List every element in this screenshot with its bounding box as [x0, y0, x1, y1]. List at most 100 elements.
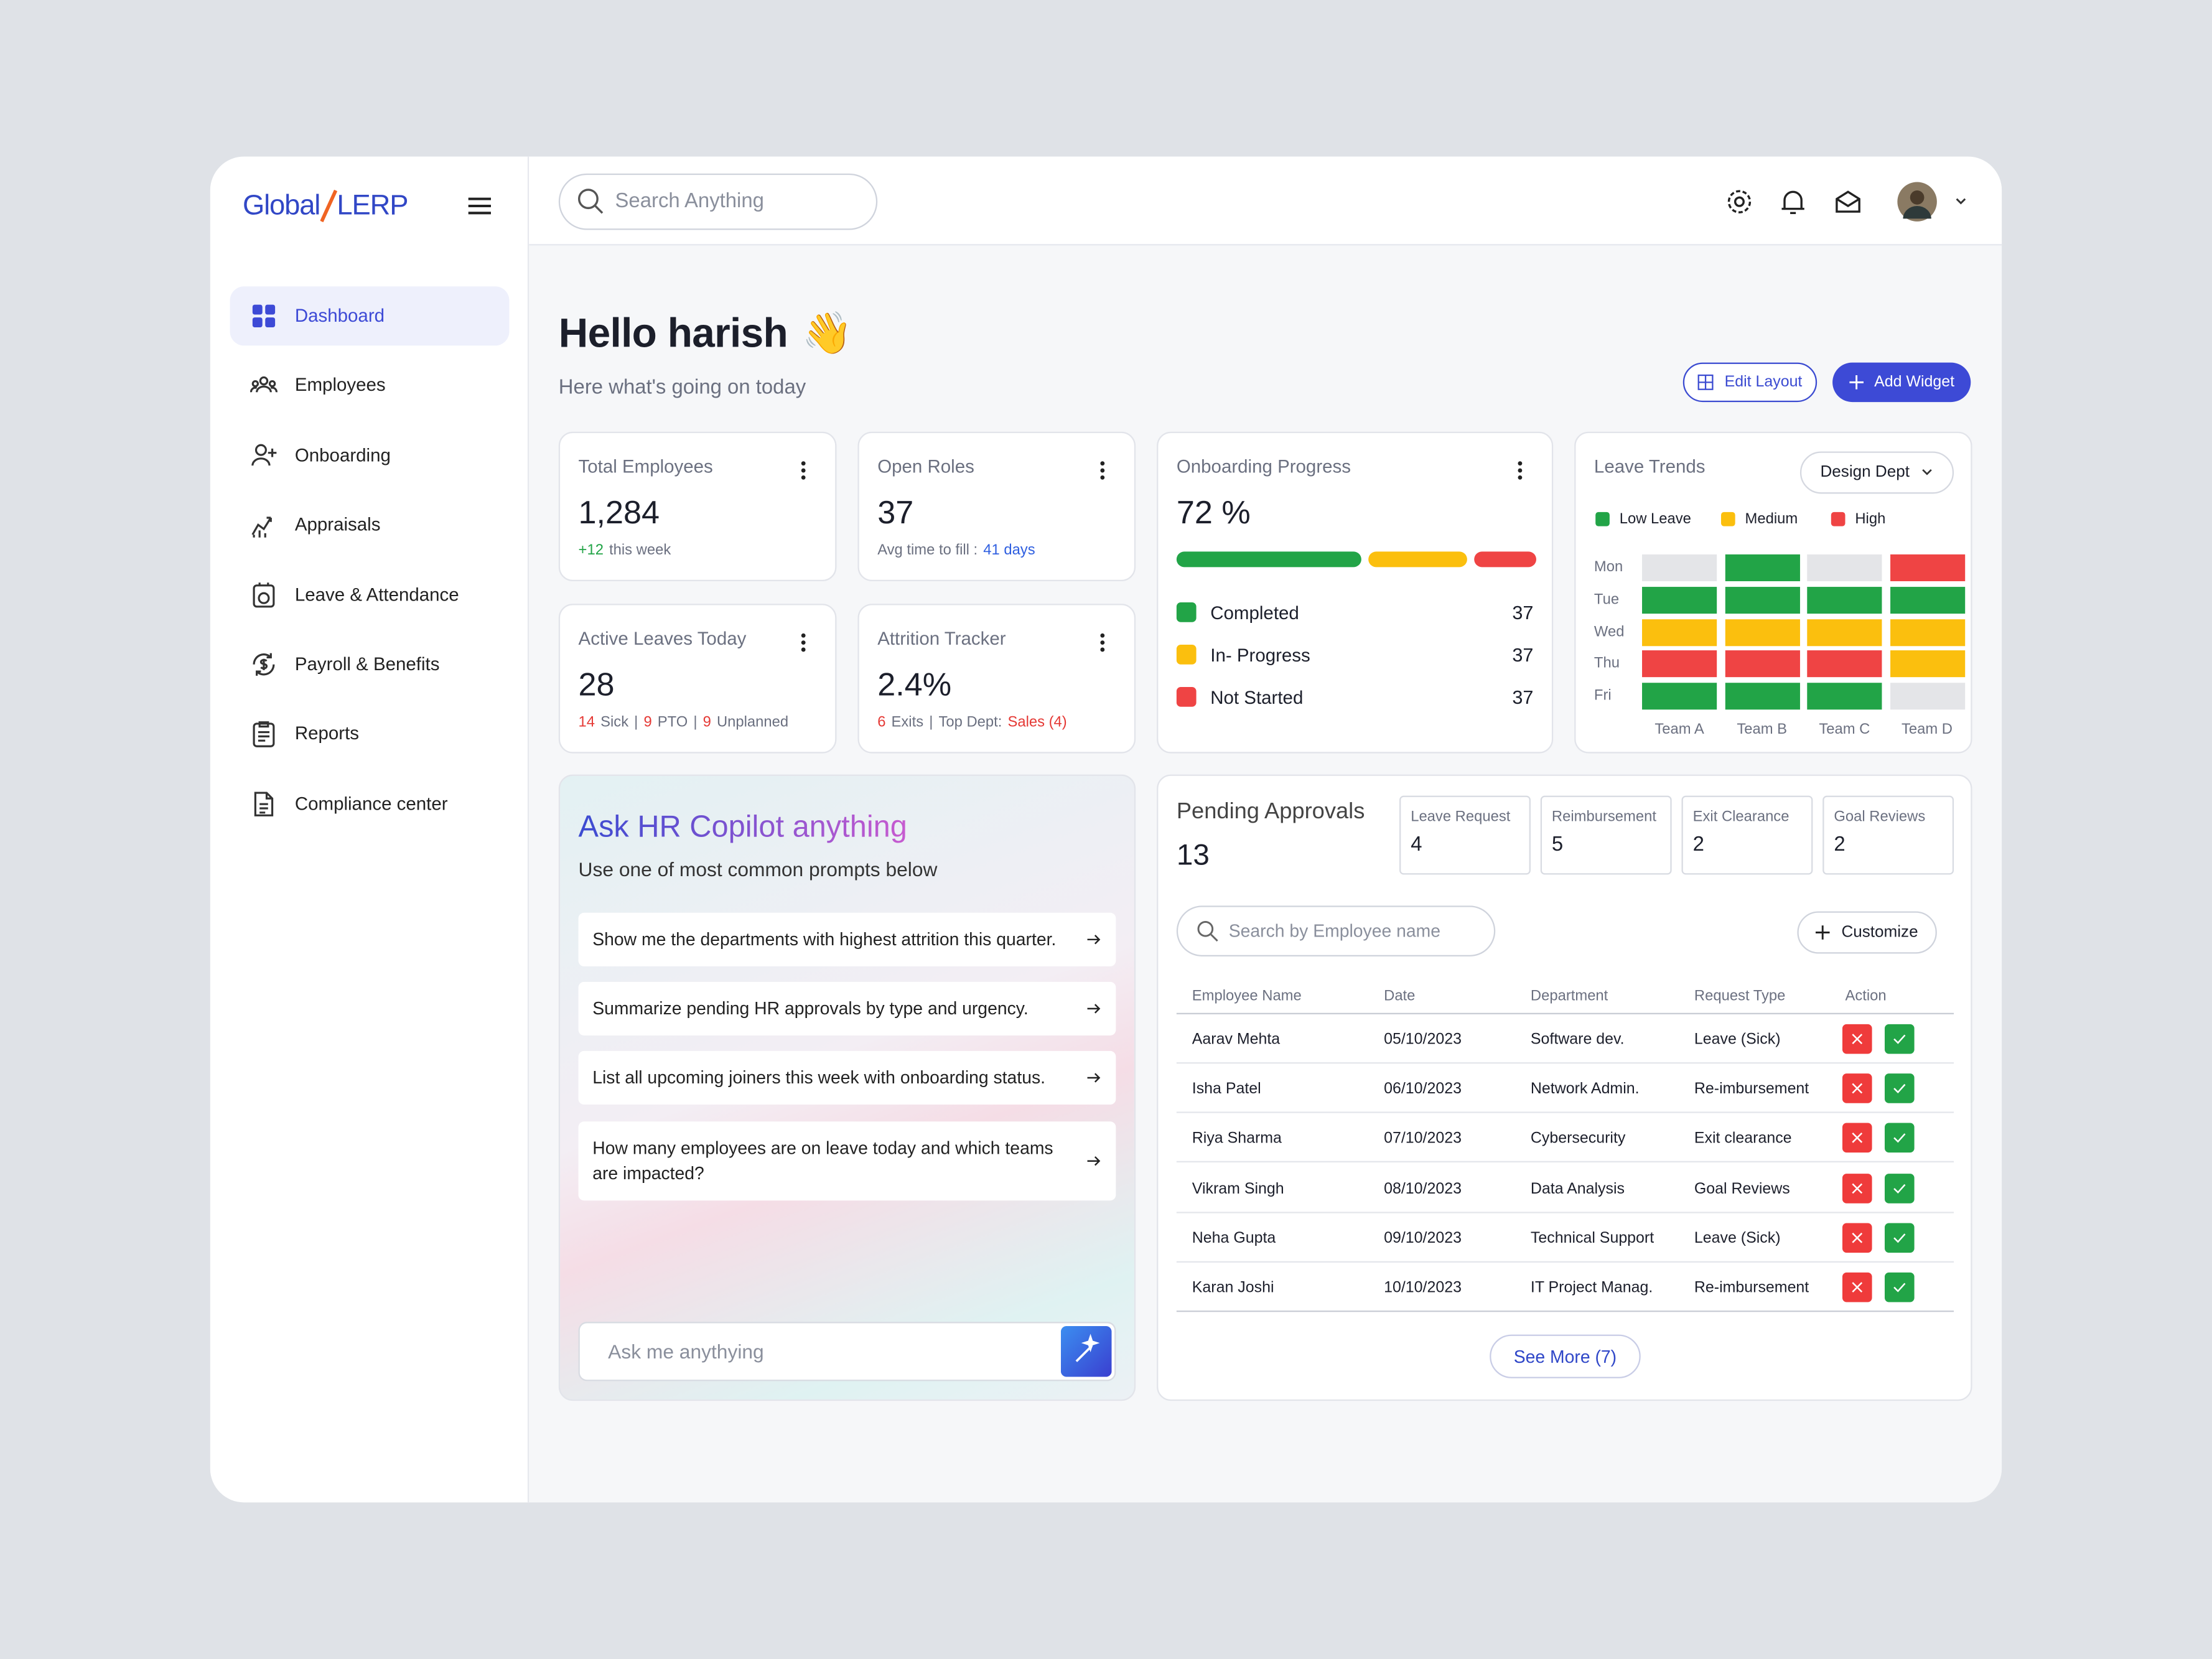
- x-icon: [1852, 1133, 1863, 1144]
- stat-note: 14 Sick | 9 PTO | 9 Unplanned: [579, 714, 789, 731]
- stat-title: Attrition Tracker: [877, 627, 1006, 649]
- search-box[interactable]: Search Anything: [558, 173, 878, 230]
- note-part: 9: [702, 714, 711, 731]
- x-icon: [1852, 1083, 1863, 1094]
- legend-count: 37: [1512, 645, 1534, 666]
- approve-button[interactable]: [1884, 1073, 1915, 1104]
- reject-button[interactable]: [1842, 1123, 1872, 1154]
- column-header: Department: [1530, 987, 1608, 1005]
- logo[interactable]: Global LERP: [242, 188, 409, 225]
- edit-layout-button[interactable]: Edit Layout: [1682, 362, 1818, 403]
- day-label: Thu: [1594, 655, 1620, 672]
- approve-button[interactable]: [1884, 1173, 1915, 1203]
- count-label: Goal Reviews: [1834, 808, 1926, 826]
- prompt-card[interactable]: Summarize pending HR approvals by type a…: [578, 981, 1116, 1035]
- row-divider: [1176, 1311, 1954, 1312]
- menu-button[interactable]: [467, 196, 492, 216]
- prompt-card[interactable]: How many employees are on leave today an…: [578, 1121, 1116, 1201]
- chevron: [1921, 469, 1931, 475]
- reject-button[interactable]: [1842, 1024, 1872, 1054]
- nav-item[interactable]: Onboarding: [230, 426, 510, 485]
- heat-cell: [1889, 650, 1965, 678]
- nav-item[interactable]: Payroll & Benefits: [230, 635, 510, 694]
- cell: Technical Support: [1530, 1230, 1654, 1247]
- approve-button[interactable]: [1884, 1223, 1915, 1253]
- nav-item[interactable]: Employees: [230, 356, 510, 415]
- nav-icon: [254, 792, 274, 816]
- count-box: Exit Clearance 2: [1681, 795, 1813, 875]
- approve-button[interactable]: [1884, 1123, 1915, 1154]
- avatar[interactable]: [1896, 180, 1938, 223]
- more-button[interactable]: [1100, 459, 1106, 483]
- column-header: Request Type: [1694, 987, 1786, 1005]
- day-label: Tue: [1594, 591, 1620, 608]
- grid-icon: [1698, 374, 1714, 390]
- day-label: Fri: [1594, 687, 1612, 704]
- see-more-button[interactable]: See More (7): [1490, 1334, 1641, 1378]
- stat-title: Active Leaves Today: [578, 627, 747, 649]
- day-label: Mon: [1594, 558, 1623, 576]
- approve-button[interactable]: [1884, 1272, 1915, 1302]
- dept-filter[interactable]: Design Dept: [1799, 451, 1954, 494]
- cell: IT Project Manag.: [1530, 1279, 1653, 1297]
- more-button[interactable]: [801, 630, 807, 655]
- leave-trends-card: Leave Trends Design Dept Low Leave Medium…: [1574, 431, 1972, 754]
- add-widget-label: Add Widget: [1874, 373, 1955, 391]
- team-label: Team B: [1737, 721, 1788, 738]
- stat-value: 1,284: [578, 493, 660, 531]
- nav-item[interactable]: Reports: [230, 704, 510, 764]
- reject-button[interactable]: [1842, 1073, 1872, 1104]
- prompt-card[interactable]: Show me the departments with highest att…: [578, 912, 1116, 966]
- cell: Cybersecurity: [1530, 1130, 1626, 1147]
- reject-button[interactable]: [1842, 1272, 1872, 1302]
- nav-item[interactable]: Compliance center: [230, 774, 510, 833]
- note-part: Top Dept:: [938, 714, 1002, 731]
- note-part: |: [634, 714, 638, 731]
- more-button[interactable]: [801, 459, 807, 483]
- copilot-input[interactable]: Ask me anythying: [578, 1322, 1116, 1381]
- logo-slash: [320, 189, 337, 223]
- more-button[interactable]: [1100, 630, 1106, 655]
- employee-search[interactable]: Search by Employee name: [1176, 905, 1496, 957]
- settings-icon[interactable]: [1725, 188, 1753, 216]
- stat-value: 37: [877, 493, 914, 531]
- cell: Aarav Mehta: [1192, 1031, 1281, 1049]
- avatar-chevron[interactable]: [1954, 196, 1968, 207]
- nav-item[interactable]: Leave & Attendance: [230, 565, 510, 624]
- customize-button[interactable]: Customize: [1797, 911, 1937, 954]
- team-label: Team C: [1819, 721, 1870, 738]
- copilot-subtitle: Use one of most common prompts below: [578, 858, 938, 881]
- copilot-send-button[interactable]: [1060, 1325, 1112, 1377]
- prompt-card[interactable]: List all upcoming joiners this week with…: [578, 1050, 1116, 1105]
- count-box: Goal Reviews 2: [1822, 795, 1954, 875]
- nav-label: Leave & Attendance: [294, 583, 459, 605]
- notification-icon[interactable]: [1779, 188, 1807, 216]
- approve-button[interactable]: [1884, 1024, 1915, 1054]
- nav-icon: [253, 722, 275, 748]
- team-label: Team A: [1654, 721, 1704, 738]
- legend-swatch: [1176, 645, 1197, 665]
- nav-icon: [253, 653, 275, 676]
- legend-count: 37: [1512, 602, 1534, 624]
- nav-item[interactable]: Appraisals: [230, 495, 510, 554]
- cell: Leave (Sick): [1694, 1031, 1781, 1049]
- reject-button[interactable]: [1842, 1173, 1872, 1203]
- prompt-text: Summarize pending HR approvals by type a…: [592, 999, 1029, 1019]
- legend-swatch: [1176, 602, 1197, 622]
- progress-segment: [1368, 551, 1467, 568]
- heat-cell: [1724, 650, 1799, 678]
- onboarding-bar: [1176, 551, 1536, 568]
- more-button[interactable]: [1518, 459, 1524, 483]
- onboarding-card: Onboarding Progress 72 % Completed 37 In- …: [1157, 431, 1554, 754]
- legend-label: Not Started: [1210, 687, 1304, 709]
- nav-item[interactable]: Dashboard: [230, 286, 510, 345]
- approvals-card: Pending Approvals 13 Leave Request 4 Reimb…: [1157, 774, 1972, 1401]
- logo-left: Global: [242, 189, 320, 221]
- reject-button[interactable]: [1842, 1223, 1872, 1253]
- sidebar: Global LERP Dashboard Employees Onboarding…: [210, 156, 530, 1503]
- add-widget-button[interactable]: Add Widget: [1832, 362, 1971, 403]
- mail-icon[interactable]: [1834, 188, 1862, 216]
- legend-label: Medium: [1745, 510, 1798, 528]
- nav-icon: [252, 304, 276, 327]
- heat-cell: [1724, 683, 1799, 710]
